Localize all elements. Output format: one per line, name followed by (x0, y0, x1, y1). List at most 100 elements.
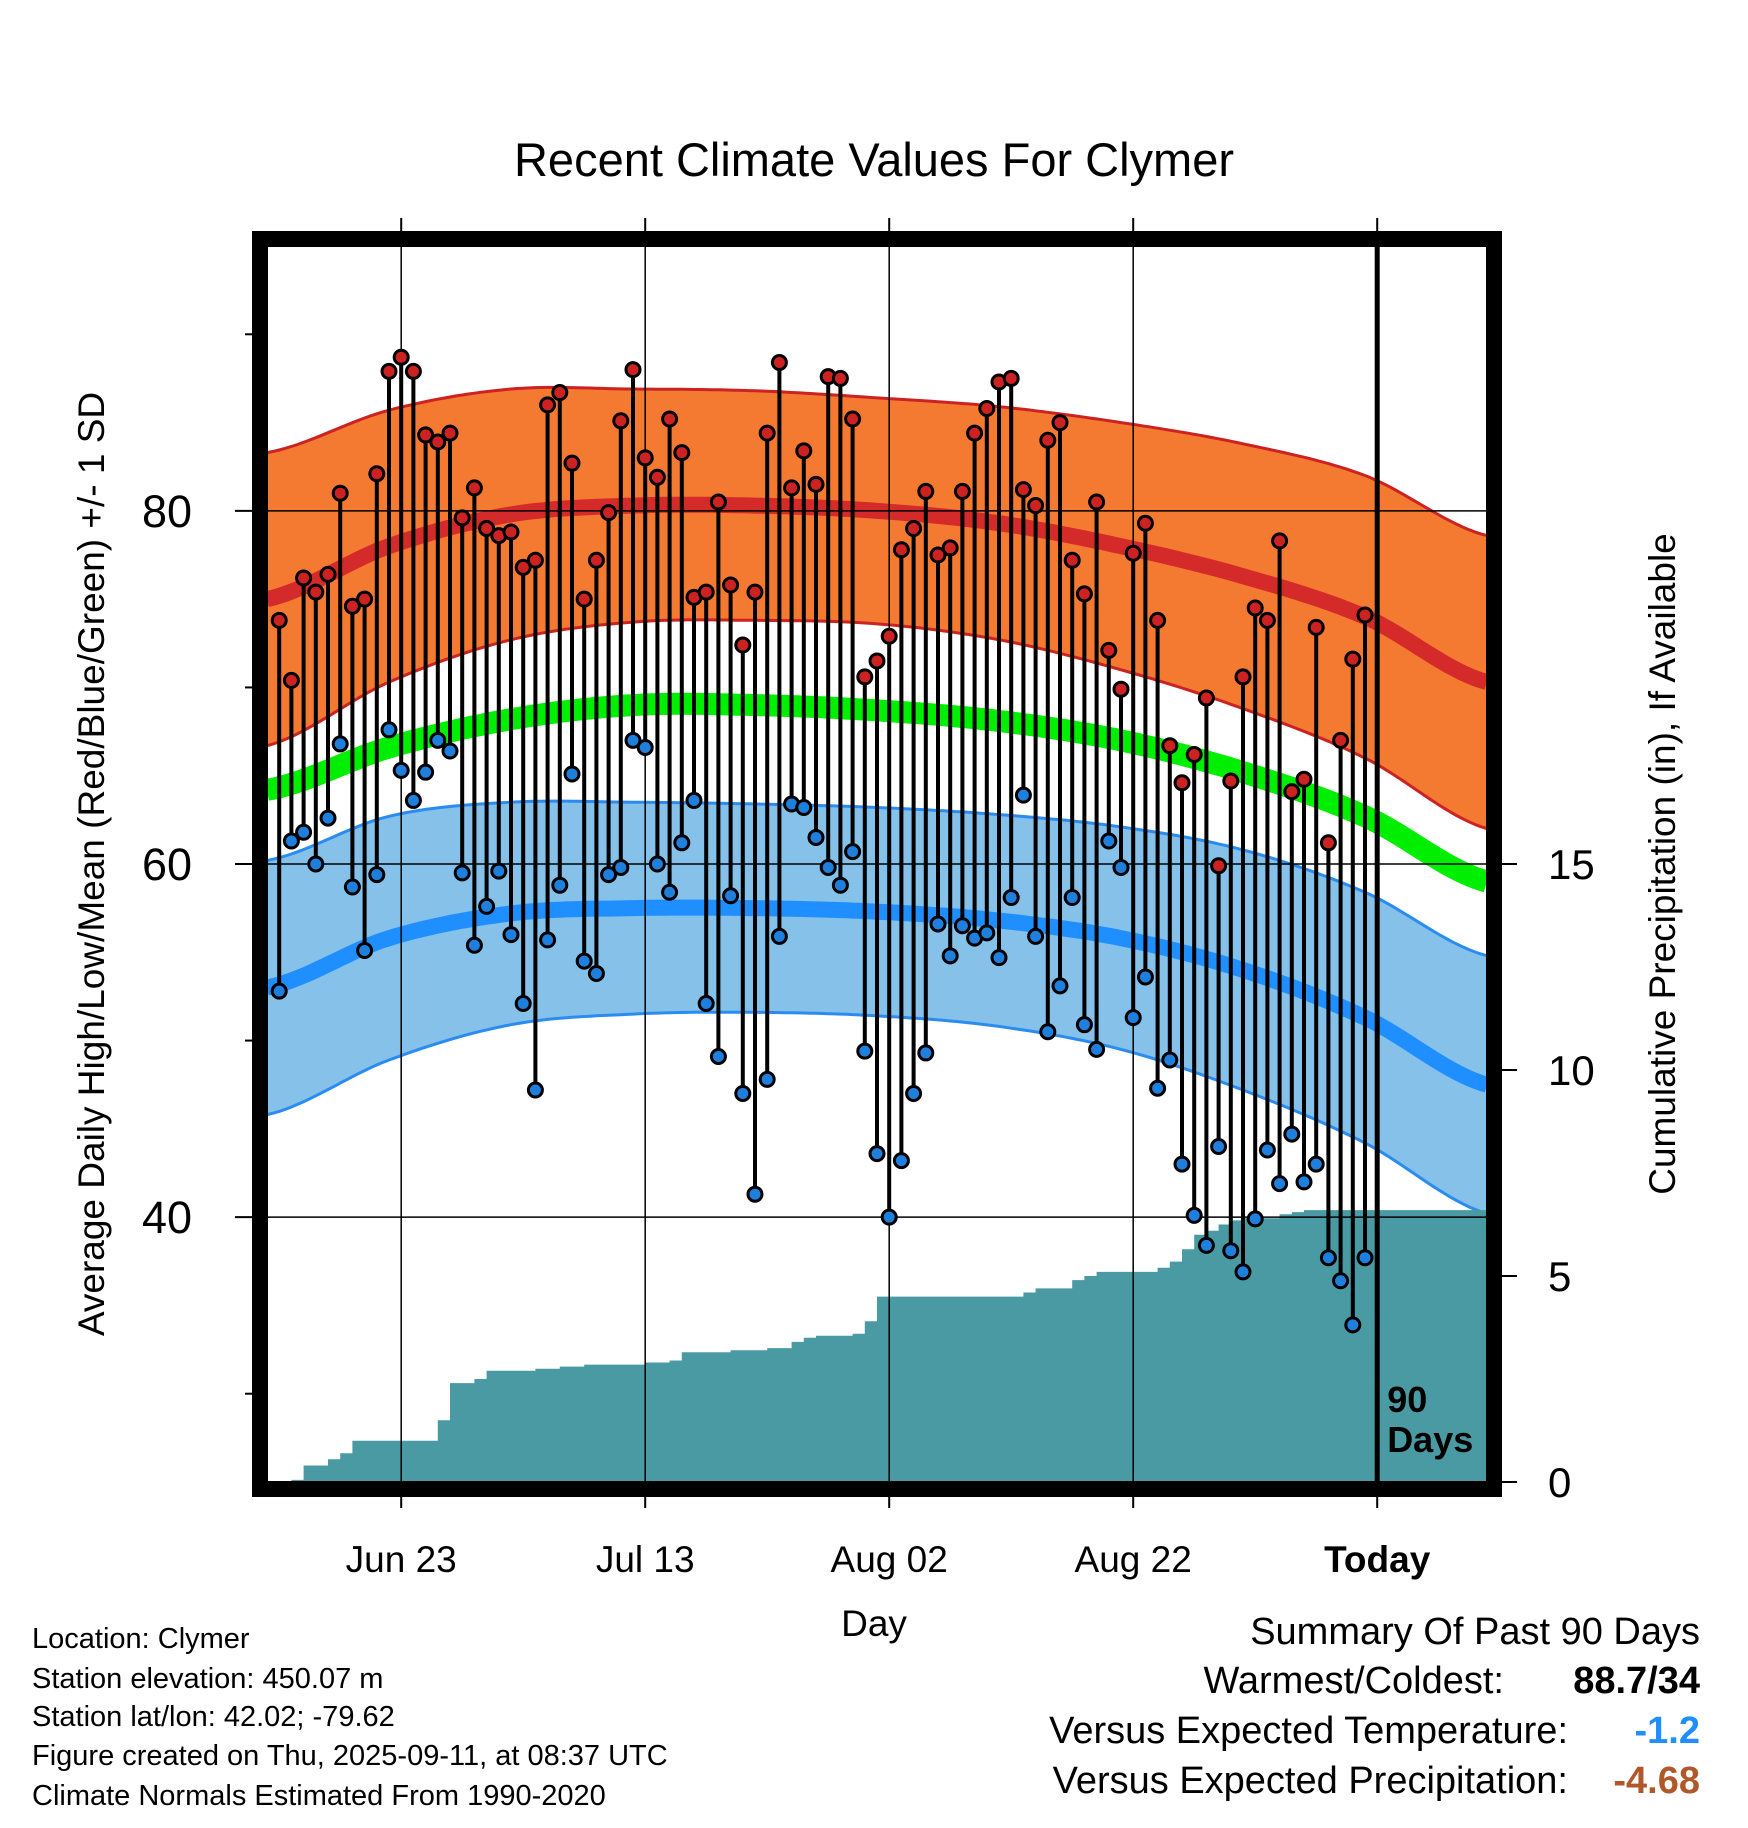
low-point (600, 866, 618, 884)
high-point (831, 369, 849, 387)
high-point (795, 442, 813, 460)
low-point (490, 862, 508, 880)
low-point (282, 832, 300, 850)
low-point (1051, 977, 1069, 995)
chart-title: Recent Climate Values For Clymer (513, 133, 1234, 186)
low-point (1027, 927, 1045, 945)
low-point (441, 742, 459, 760)
summary-title: Summary Of Past 90 Days (1250, 1611, 1700, 1653)
high-point (673, 444, 691, 462)
high-point (356, 590, 374, 608)
low-point (539, 931, 557, 949)
warmest-label: Warmest/Coldest: (1203, 1660, 1504, 1702)
low-point (307, 855, 325, 873)
low-point (1185, 1206, 1203, 1224)
low-point (453, 864, 471, 882)
high-point (905, 520, 923, 538)
high-point (880, 627, 898, 645)
latlon-text: Station lat/lon: 42.02; -79.62 (32, 1701, 395, 1733)
high-point (844, 410, 862, 428)
normal-high-band-lower-edge (267, 618, 1487, 831)
low-point (905, 1085, 923, 1103)
low-point (319, 809, 337, 827)
low-point (380, 721, 398, 739)
high-point (429, 433, 447, 451)
low-point (502, 926, 520, 944)
high-point (966, 424, 984, 442)
low-point (770, 927, 788, 945)
high-point (1258, 611, 1276, 629)
high-point (1319, 834, 1337, 852)
high-point (600, 504, 618, 522)
low-point (1124, 1009, 1142, 1027)
high-point (380, 362, 398, 380)
y-tick-label-left: 60 (142, 839, 192, 890)
low-point (612, 859, 630, 877)
low-point (1136, 968, 1154, 986)
high-point (392, 348, 410, 366)
low-point (356, 942, 374, 960)
y-tick-label-right: 0 (1548, 1459, 1571, 1506)
high-point (1197, 689, 1215, 707)
high-point (1210, 857, 1228, 875)
high-point (502, 523, 520, 541)
high-point (563, 454, 581, 472)
high-point (1295, 770, 1313, 788)
x-axis-label: Day (841, 1603, 907, 1644)
high-point (636, 449, 654, 467)
high-point (648, 468, 666, 486)
high-point (1271, 532, 1289, 550)
y-tick-label-right: 10 (1548, 1047, 1595, 1094)
high-point (514, 558, 532, 576)
low-point (563, 765, 581, 783)
low-point (1173, 1155, 1191, 1173)
high-point (368, 465, 386, 483)
high-point (453, 509, 471, 527)
high-point (551, 384, 569, 402)
precip-area-fill (279, 1210, 1487, 1482)
high-point (441, 424, 459, 442)
high-point (1002, 369, 1020, 387)
low-point (392, 761, 410, 779)
low-point (404, 791, 422, 809)
high-point (917, 482, 935, 500)
low-point (587, 964, 605, 982)
high-point (978, 399, 996, 417)
low-point (1356, 1249, 1374, 1267)
low-point (478, 897, 496, 915)
high-point (856, 668, 874, 686)
low-point (1088, 1040, 1106, 1058)
x-tick-label: Aug 02 (831, 1539, 948, 1580)
low-point (734, 1085, 752, 1103)
elevation-text: Station elevation: 450.07 m (32, 1663, 384, 1695)
precip-area (279, 1210, 1487, 1482)
low-point (1283, 1125, 1301, 1143)
low-point (831, 876, 849, 894)
low-point (819, 859, 837, 877)
low-point (1344, 1316, 1362, 1334)
high-point (941, 539, 959, 557)
low-point (1210, 1138, 1228, 1156)
plot-border (252, 231, 1502, 1497)
today-marker-line1: 90 (1387, 1379, 1427, 1420)
high-point (758, 424, 776, 442)
high-point (331, 484, 349, 502)
low-point (661, 883, 679, 901)
low-point (1039, 1023, 1057, 1041)
low-point (722, 887, 740, 905)
x-tick-label: Aug 22 (1075, 1539, 1192, 1580)
low-point (844, 843, 862, 861)
low-point (1100, 832, 1118, 850)
high-point (575, 590, 593, 608)
high-point (417, 426, 435, 444)
low-point (1197, 1236, 1215, 1254)
precip-value: -4.68 (1613, 1760, 1700, 1802)
low-point (709, 1047, 727, 1065)
low-point (856, 1042, 874, 1060)
high-point (612, 412, 630, 430)
high-point (1149, 611, 1167, 629)
low-point (331, 735, 349, 753)
high-point (1344, 650, 1362, 668)
y-tick-label-right: 15 (1548, 841, 1595, 888)
